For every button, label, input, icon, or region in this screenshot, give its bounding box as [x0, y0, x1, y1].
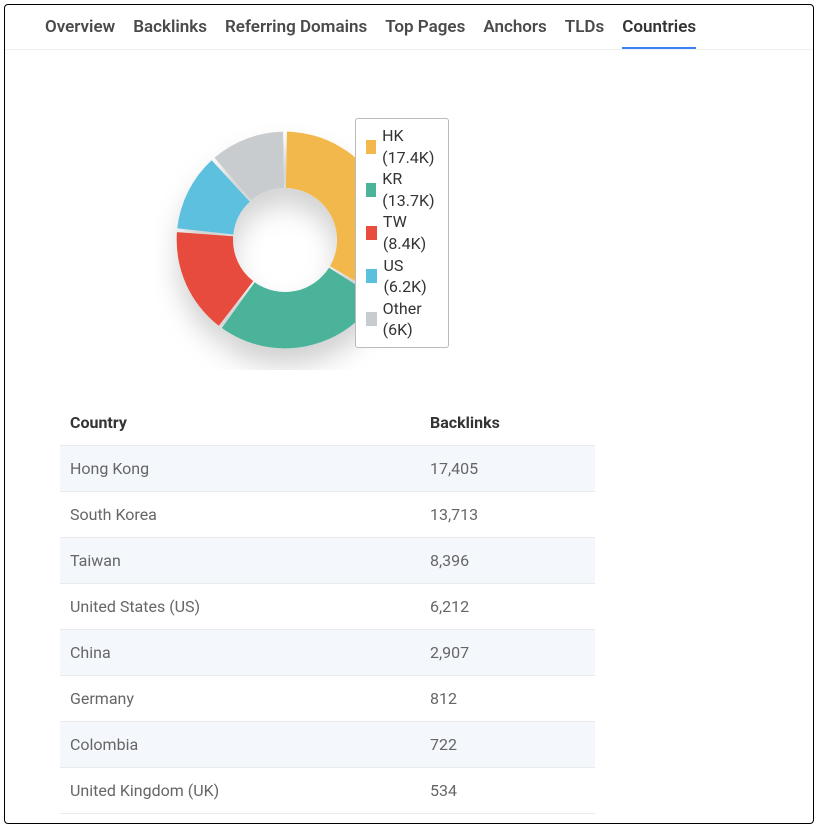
cell-backlinks: 722	[420, 722, 595, 767]
table-row: United States (US)6,212	[60, 584, 595, 630]
panel: Overview Backlinks Referring Domains Top Pa…	[4, 4, 814, 824]
cell-backlinks: 8,396	[420, 538, 595, 583]
legend-item: US (6.2K)	[366, 255, 438, 298]
cell-country: United Kingdom (UK)	[60, 768, 420, 813]
legend-item: Other (6K)	[366, 298, 438, 341]
legend-item: KR (13.7K)	[366, 168, 438, 211]
cell-backlinks: 812	[420, 676, 595, 721]
cell-backlinks: 2,907	[420, 630, 595, 675]
tab-tlds[interactable]: TLDs	[565, 17, 604, 49]
legend-label: US (6.2K)	[383, 255, 438, 298]
tab-overview[interactable]: Overview	[45, 17, 115, 49]
chart-area: HK (17.4K)KR (13.7K)TW (8.4K)US (6.2K)Ot…	[5, 50, 813, 400]
tab-anchors[interactable]: Anchors	[483, 17, 546, 49]
cell-backlinks: 13,713	[420, 492, 595, 537]
cell-backlinks: 534	[420, 768, 595, 813]
legend-label: KR (13.7K)	[382, 168, 438, 211]
legend-swatch	[366, 269, 377, 283]
table-row: Hong Kong17,405	[60, 446, 595, 492]
table-row: China2,907	[60, 630, 595, 676]
legend-label: Other (6K)	[383, 298, 439, 341]
countries-table: Country Backlinks Hong Kong17,405South K…	[60, 400, 595, 814]
tab-top-pages[interactable]: Top Pages	[385, 17, 465, 49]
tab-referring-domains[interactable]: Referring Domains	[225, 17, 367, 49]
legend-swatch	[366, 312, 377, 326]
cell-country: Hong Kong	[60, 446, 420, 491]
table-header: Country Backlinks	[60, 400, 595, 446]
tab-backlinks[interactable]: Backlinks	[133, 17, 207, 49]
tab-bar: Overview Backlinks Referring Domains Top Pa…	[5, 5, 813, 50]
legend-item: TW (8.4K)	[366, 211, 438, 254]
donut-chart: HK (17.4K)KR (13.7K)TW (8.4K)US (6.2K)Ot…	[155, 110, 415, 370]
cell-country: Germany	[60, 676, 420, 721]
col-backlinks: Backlinks	[420, 400, 595, 445]
legend-swatch	[366, 140, 376, 154]
legend-swatch	[366, 226, 377, 240]
cell-country: South Korea	[60, 492, 420, 537]
legend-item: HK (17.4K)	[366, 125, 438, 168]
cell-country: China	[60, 630, 420, 675]
tab-countries[interactable]: Countries	[622, 17, 696, 49]
cell-backlinks: 17,405	[420, 446, 595, 491]
table-row: Taiwan8,396	[60, 538, 595, 584]
col-country: Country	[60, 400, 420, 445]
table-row: Germany812	[60, 676, 595, 722]
cell-backlinks: 6,212	[420, 584, 595, 629]
cell-country: Taiwan	[60, 538, 420, 583]
legend-label: HK (17.4K)	[382, 125, 438, 168]
legend-swatch	[366, 183, 376, 197]
legend-label: TW (8.4K)	[383, 211, 438, 254]
chart-legend: HK (17.4K)KR (13.7K)TW (8.4K)US (6.2K)Ot…	[355, 118, 449, 348]
table-row: Colombia722	[60, 722, 595, 768]
table-row: United Kingdom (UK)534	[60, 768, 595, 814]
cell-country: United States (US)	[60, 584, 420, 629]
table-row: South Korea13,713	[60, 492, 595, 538]
cell-country: Colombia	[60, 722, 420, 767]
